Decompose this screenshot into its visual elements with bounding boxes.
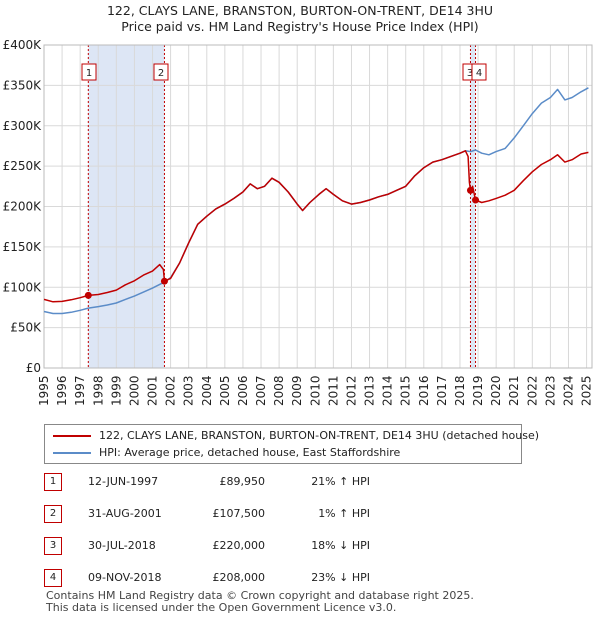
x-tick-label: 1998 [91,375,105,406]
transaction-price: £89,950 [219,475,266,488]
transaction-number: 3 [44,537,62,555]
sale-label-box [471,63,487,81]
transaction-hpi-diff: 23% ↓ HPI [311,571,370,584]
y-tick-label: £300K [3,119,43,133]
x-tick-label: 1996 [55,375,69,406]
x-tick-label: 2025 [580,375,594,406]
x-tick-label: 2005 [218,375,232,406]
sale-point [466,186,474,194]
x-tick-label: 2017 [435,375,449,406]
x-tick-label: 2009 [290,375,304,406]
sale-label: 1 [86,68,92,79]
x-tick-label: 1995 [37,375,51,406]
transaction-hpi-diff: 18% ↓ HPI [311,539,370,552]
property-price-line [43,150,589,303]
x-tick-label: 2024 [561,375,575,406]
x-tick-label: 2023 [543,375,557,406]
x-tick-label: 2019 [471,375,485,406]
y-tick-label: £350K [3,78,43,92]
transaction-hpi-diff: 1% ↑ HPI [318,507,370,520]
sale-point [160,277,168,285]
sale-point [84,291,92,299]
transaction-date: 30-JUL-2018 [88,539,156,552]
y-tick-label: £400K [3,38,43,52]
x-tick-label: 2022 [525,375,539,406]
plot-frame [43,44,593,369]
transaction-hpi-diff: 21% ↑ HPI [311,475,370,488]
y-tick-label: £50K [10,321,42,335]
transaction-price: £220,000 [212,539,266,552]
transaction-row: 4 09-NOV-2018 £208,000 23% ↓ HPI [40,568,520,588]
x-tick-label: 2020 [489,375,503,406]
sale-label-box [153,63,169,81]
x-tick-label: 2015 [399,375,413,406]
transaction-price: £107,500 [212,507,266,520]
sale-label-box [81,63,97,81]
x-tick-label: 2003 [182,375,196,406]
transaction-date: 12-JUN-1997 [88,475,159,488]
x-tick-label: 2018 [453,375,467,406]
transaction-row: 3 30-JUL-2018 £220,000 18% ↓ HPI [40,536,520,556]
transaction-date: 09-NOV-2018 [88,571,162,584]
x-tick-label: 2001 [146,375,160,406]
x-tick-label: 2006 [236,375,250,406]
x-tick-label: 2010 [308,375,322,406]
chart-title-line-1: 122, CLAYS LANE, BRANSTON, BURTON-ON-TRE… [106,3,494,18]
y-tick-label: £100K [3,280,43,294]
transaction-number: 4 [44,569,62,587]
footer: Contains HM Land Registry data © Crown c… [46,590,474,614]
chart-subtitle: Price paid vs. HM Land Registry's House … [121,19,479,34]
x-tick-label: 2002 [164,375,178,406]
sale-label: 3 [467,68,473,79]
x-tick-label: 2007 [254,375,268,406]
legend-label-property: 122, CLAYS LANE, BRANSTON, BURTON-ON-TRE… [99,429,540,442]
transaction-row: 1 12-JUN-1997 £89,950 21% ↑ HPI [40,472,520,492]
y-tick-label: £150K [3,240,43,254]
legend-swatch-property [53,435,91,437]
x-tick-label: 1999 [109,375,123,406]
legend-label-hpi: HPI: Average price, detached house, East… [99,446,401,459]
x-tick-label: 2004 [200,375,214,406]
footer-licence: This data is licensed under the Open Gov… [46,601,397,614]
x-tick-label: 2014 [381,375,395,406]
x-tick-label: 1997 [73,375,87,406]
y-tick-label: £200K [3,200,43,214]
sale-point [472,196,480,204]
x-tick-label: 2012 [344,375,358,406]
price-chart: 1 2 3 4 £0 £50K £100K £150K £200K £250K £300K £350K… [3,38,594,406]
legend-swatch-hpi [53,452,91,454]
chart-title: 122, CLAYS LANE, BRANSTON, BURTON-ON-TRE… [0,3,600,35]
sale-label: 2 [158,68,164,79]
sale-label: 4 [476,68,482,79]
transaction-date: 31-AUG-2001 [88,507,162,520]
legend: 122, CLAYS LANE, BRANSTON, BURTON-ON-TRE… [44,424,539,464]
x-tick-label: 2021 [507,375,521,406]
transaction-number: 1 [44,473,62,491]
x-tick-label: 2013 [363,375,377,406]
transaction-number: 2 [44,505,62,523]
x-tick-label: 2016 [417,375,431,406]
x-tick-label: 2011 [326,375,340,406]
x-tick-label: 2000 [127,375,141,406]
y-tick-label: £250K [3,159,43,173]
footer-copyright: Contains HM Land Registry data © Crown c… [46,589,474,602]
transaction-price: £208,000 [212,571,266,584]
x-tick-label: 2008 [272,375,286,406]
transaction-row: 2 31-AUG-2001 £107,500 1% ↑ HPI [40,504,520,524]
y-tick-label: £0 [26,361,41,375]
